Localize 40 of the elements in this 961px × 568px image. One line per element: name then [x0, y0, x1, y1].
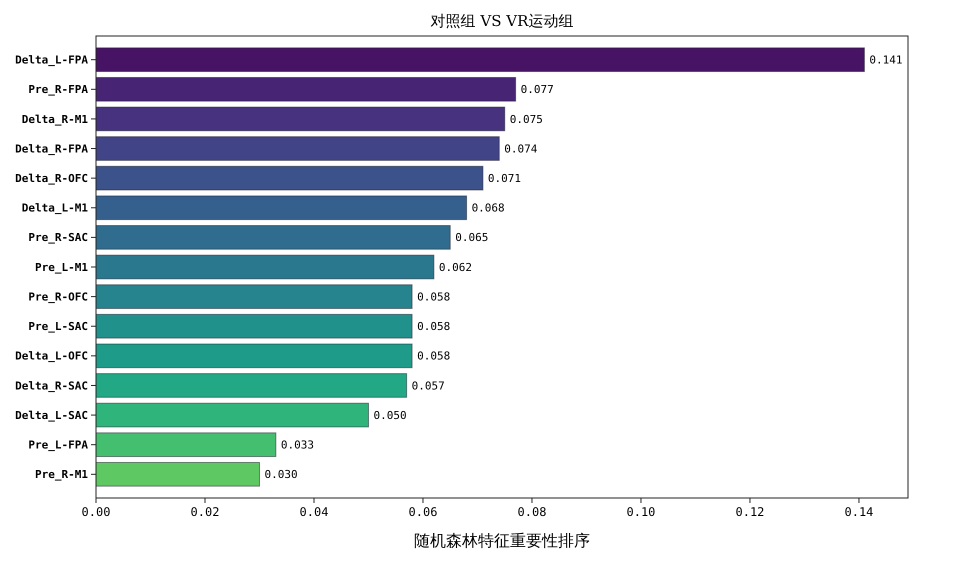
data-label: 0.071: [488, 172, 522, 186]
x-tick-label: 0.08: [518, 505, 546, 519]
y-tick-label: Pre_R-SAC: [28, 231, 88, 244]
y-tick-label: Delta_L-FPA: [15, 54, 88, 67]
y-tick-label: Delta_R-OFC: [15, 172, 88, 186]
data-label: 0.058: [417, 320, 450, 334]
data-label: 0.062: [438, 260, 472, 274]
data-label: 0.033: [280, 438, 314, 452]
chart-title: 对照组 VS VR运动组: [430, 12, 574, 30]
y-tick-label: Pre_L-FPA: [28, 438, 88, 452]
data-label: 0.141: [869, 54, 903, 67]
data-label: 0.065: [455, 231, 488, 244]
data-label: 0.058: [417, 290, 450, 304]
data-label: 0.058: [417, 350, 450, 363]
data-label: 0.030: [264, 468, 298, 482]
y-tick-label: Pre_R-OFC: [28, 290, 88, 304]
data-label: 0.050: [373, 408, 407, 422]
y-tick-label: Delta_L-SAC: [15, 408, 88, 422]
y-tick-label: Delta_L-OFC: [15, 350, 88, 363]
data-label: 0.074: [504, 142, 538, 156]
x-axis-title: 随机森林特征重要性排序: [414, 531, 590, 550]
y-tick-label: Pre_R-M1: [35, 468, 88, 482]
x-tick-label: 0.02: [190, 505, 220, 519]
y-tick-label: Delta_R-SAC: [15, 379, 88, 392]
y-tick-label: Pre_R-FPA: [28, 83, 88, 96]
y-tick-label: Pre_L-SAC: [28, 320, 88, 334]
data-label: 0.057: [412, 379, 445, 392]
x-tick-label: 0.14: [844, 505, 874, 519]
y-tick-label: Pre_L-M1: [35, 260, 88, 274]
y-tick-label: Delta_L-M1: [22, 202, 88, 215]
x-tick-label: 0.06: [408, 505, 438, 519]
x-tick-label: 0.04: [300, 505, 328, 519]
data-label: 0.068: [472, 202, 505, 215]
data-label: 0.077: [520, 83, 554, 96]
x-tick-label: 0.12: [736, 505, 764, 519]
y-tick-label: Delta_R-FPA: [15, 142, 88, 156]
data-label: 0.075: [510, 112, 543, 126]
x-tick-label: 0.10: [626, 505, 656, 519]
y-tick-label: Delta_R-M1: [22, 112, 88, 126]
x-tick-label: 0.00: [82, 505, 110, 519]
